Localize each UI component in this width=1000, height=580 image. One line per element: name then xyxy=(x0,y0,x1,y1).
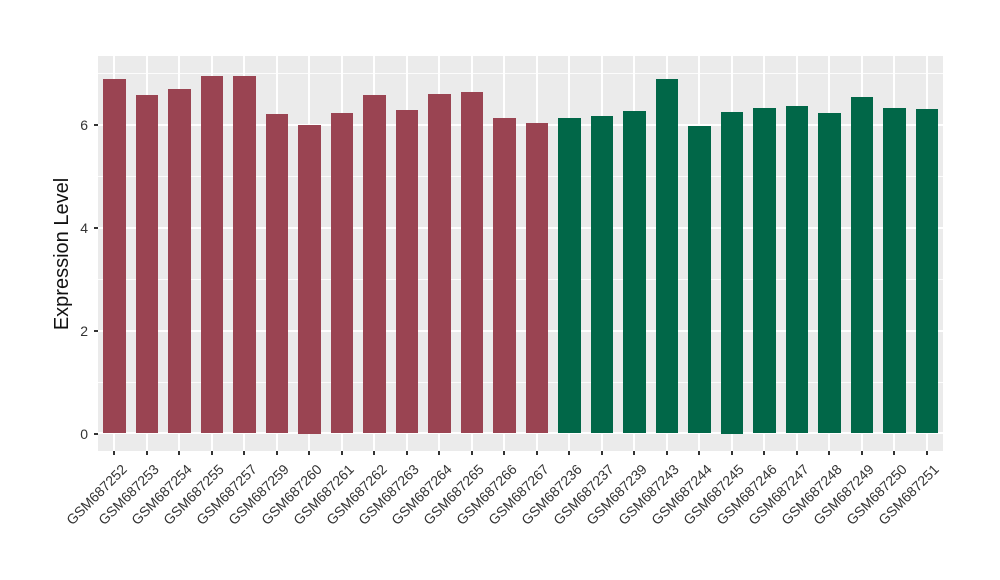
x-tick-mark xyxy=(145,451,148,455)
x-tick-mark xyxy=(373,451,376,455)
bar xyxy=(460,91,483,434)
y-axis-title: Expression Level xyxy=(51,177,73,331)
bar xyxy=(168,88,191,434)
y-tick-label: 2 xyxy=(80,322,88,339)
x-tick-mark xyxy=(925,451,928,455)
plot-panel xyxy=(98,56,943,451)
gridline-h-major xyxy=(98,123,943,126)
bar xyxy=(135,95,158,434)
bar xyxy=(265,114,288,434)
x-tick-mark xyxy=(405,451,408,455)
x-tick-mark xyxy=(503,451,506,455)
bar xyxy=(363,95,386,434)
bar xyxy=(233,76,256,434)
bar xyxy=(915,108,938,434)
bar xyxy=(298,124,321,434)
x-tick-mark xyxy=(568,451,571,455)
bar xyxy=(623,110,646,434)
gridline-h-minor xyxy=(98,72,943,74)
x-tick-mark xyxy=(178,451,181,455)
bar xyxy=(330,113,353,434)
y-tick-label: 0 xyxy=(80,425,88,442)
bar xyxy=(785,105,808,434)
x-tick-mark xyxy=(113,451,116,455)
x-tick-mark xyxy=(243,451,246,455)
bar xyxy=(428,93,451,434)
gridline-h-minor xyxy=(98,278,943,280)
y-tick-label: 6 xyxy=(80,116,88,133)
y-tick-mark xyxy=(94,432,98,435)
bar xyxy=(558,117,581,434)
gridline-h-major xyxy=(98,431,943,434)
bar xyxy=(883,107,906,434)
bar xyxy=(525,123,548,434)
x-tick-mark xyxy=(665,451,668,455)
y-tick-label: 4 xyxy=(80,219,88,236)
y-tick-mark xyxy=(94,226,98,229)
x-tick-mark xyxy=(893,451,896,455)
x-tick-mark xyxy=(600,451,603,455)
bar xyxy=(818,113,841,434)
gridline-h-minor xyxy=(98,175,943,177)
bar xyxy=(103,79,126,434)
x-tick-mark xyxy=(438,451,441,455)
bar xyxy=(395,109,418,434)
x-tick-mark xyxy=(730,451,733,455)
bar xyxy=(688,126,711,434)
gridline-h-major xyxy=(98,226,943,229)
x-tick-mark xyxy=(763,451,766,455)
bar xyxy=(590,116,613,434)
x-tick-mark xyxy=(535,451,538,455)
x-tick-mark xyxy=(340,451,343,455)
x-tick-mark xyxy=(860,451,863,455)
bar xyxy=(200,75,223,434)
x-tick-mark xyxy=(698,451,701,455)
bar xyxy=(850,97,873,434)
gridline-h-minor xyxy=(98,381,943,383)
x-tick-mark xyxy=(633,451,636,455)
x-tick-mark xyxy=(795,451,798,455)
x-tick-mark xyxy=(828,451,831,455)
y-tick-mark xyxy=(94,123,98,126)
bar xyxy=(655,79,678,434)
bar xyxy=(493,117,516,434)
bar xyxy=(753,107,776,434)
x-tick-mark xyxy=(210,451,213,455)
gridline-h-major xyxy=(98,329,943,332)
bar xyxy=(720,111,743,434)
x-tick-mark xyxy=(470,451,473,455)
x-tick-mark xyxy=(308,451,311,455)
y-tick-mark xyxy=(94,329,98,332)
x-tick-mark xyxy=(275,451,278,455)
